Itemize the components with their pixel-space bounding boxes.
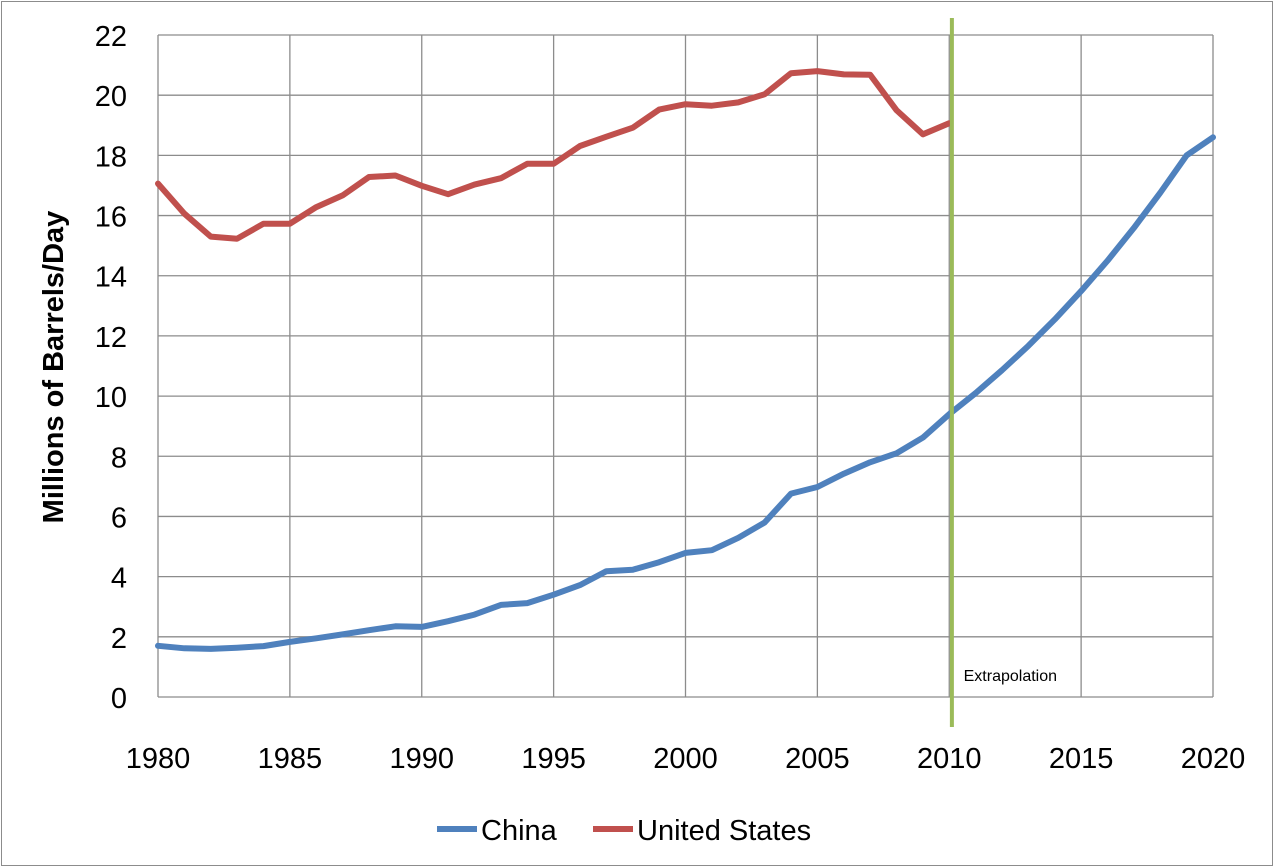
series-line-united-states xyxy=(155,68,953,242)
x-tick-labels: 1980 1985 1990 1995 2000 2005 2010 2015 2020 xyxy=(126,743,1246,775)
series-line-china xyxy=(155,134,1216,652)
y-tick-label: 20 xyxy=(95,81,127,113)
series-lines xyxy=(155,68,1216,652)
x-tick-label: 2005 xyxy=(785,743,850,775)
x-tick-label: 1995 xyxy=(521,743,586,775)
y-tick-label: 2 xyxy=(111,623,127,655)
y-tick-label: 8 xyxy=(111,442,127,474)
legend: China United States xyxy=(437,815,811,847)
legend-label-china: China xyxy=(481,815,558,847)
x-tick-label: 2015 xyxy=(1049,743,1114,775)
y-tick-label: 0 xyxy=(111,683,127,715)
extrapolation-label: Extrapolation xyxy=(964,668,1057,685)
y-tick-label: 6 xyxy=(111,502,127,534)
y-tick-label: 10 xyxy=(95,382,127,414)
x-tick-label: 1980 xyxy=(126,743,191,775)
y-tick-label: 12 xyxy=(95,322,127,354)
x-tick-label: 1990 xyxy=(389,743,454,775)
y-tick-labels: 0 2 4 6 8 10 12 14 16 18 20 22 xyxy=(95,21,127,715)
x-tick-label: 2000 xyxy=(653,743,718,775)
x-tick-label: 2010 xyxy=(917,743,982,775)
x-tick-label: 2020 xyxy=(1181,743,1246,775)
y-tick-label: 14 xyxy=(95,262,127,294)
y-tick-label: 22 xyxy=(95,21,127,53)
y-tick-label: 4 xyxy=(111,563,127,595)
y-axis-label: Millions of Barrels/Day xyxy=(38,211,70,524)
gridlines xyxy=(157,34,1214,698)
x-tick-label: 1985 xyxy=(258,743,323,775)
y-tick-label: 16 xyxy=(95,202,127,234)
legend-label-united-states: United States xyxy=(637,815,811,847)
y-tick-label: 18 xyxy=(95,141,127,173)
